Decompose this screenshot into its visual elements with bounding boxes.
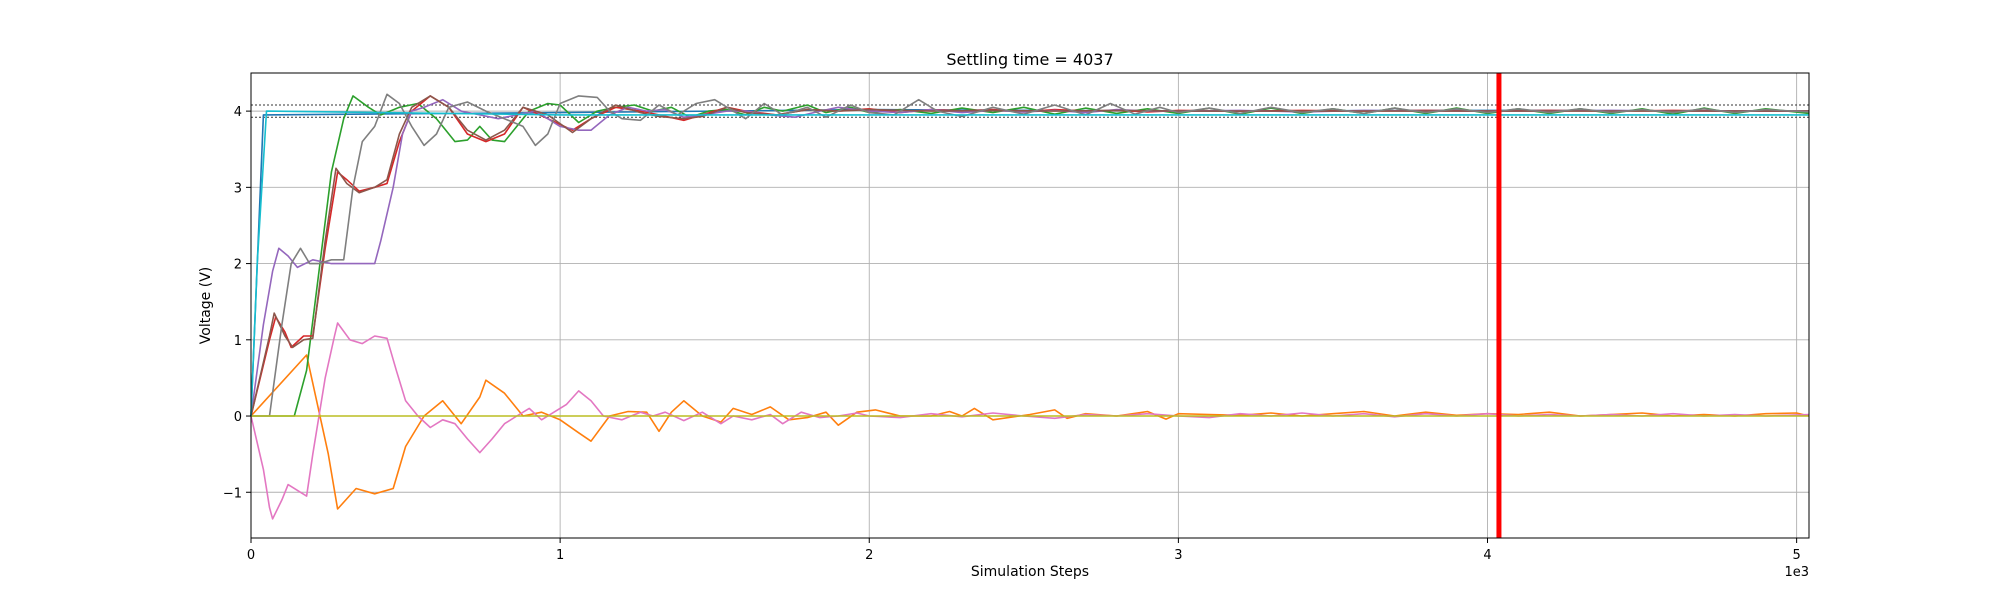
y-axis-label: Voltage (V): [198, 267, 214, 344]
series-line: [250, 108, 1810, 417]
series-lines: [250, 93, 1810, 520]
plot-frame: [250, 72, 1810, 539]
x-tick-label: 2: [865, 548, 873, 563]
y-tick-label: −1: [223, 486, 242, 501]
series-line: [250, 354, 1810, 510]
y-tick-label: 3: [234, 181, 242, 196]
series-line: [251, 95, 1810, 417]
series-line: [250, 98, 1809, 417]
series-line: [250, 110, 1809, 417]
x-axis-label: Simulation Steps: [971, 564, 1089, 580]
y-tick-label: 0: [234, 410, 242, 425]
series-line: [251, 93, 1810, 417]
series-line: [250, 322, 1810, 520]
grid-lines: [250, 73, 1809, 538]
x-tick-label: 4: [1483, 548, 1491, 563]
chart-title: Settling time = 4037: [946, 50, 1113, 69]
series-line: [250, 95, 1809, 417]
y-tick-label: 1: [234, 334, 242, 349]
series-line: [250, 95, 1809, 417]
x-tick-label: 1: [556, 548, 564, 563]
y-tick-label: 4: [234, 105, 242, 120]
y-tick-label: 2: [234, 258, 242, 273]
x-tick-label: 0: [247, 548, 255, 563]
x-tick-label: 3: [1174, 548, 1182, 563]
x-axis-offset-label: 1e3: [1784, 565, 1809, 580]
axis-ticks: 0 1 2 3 4 5 −1 0 1 2 3 4: [223, 105, 1801, 563]
x-tick-label: 5: [1792, 548, 1800, 563]
